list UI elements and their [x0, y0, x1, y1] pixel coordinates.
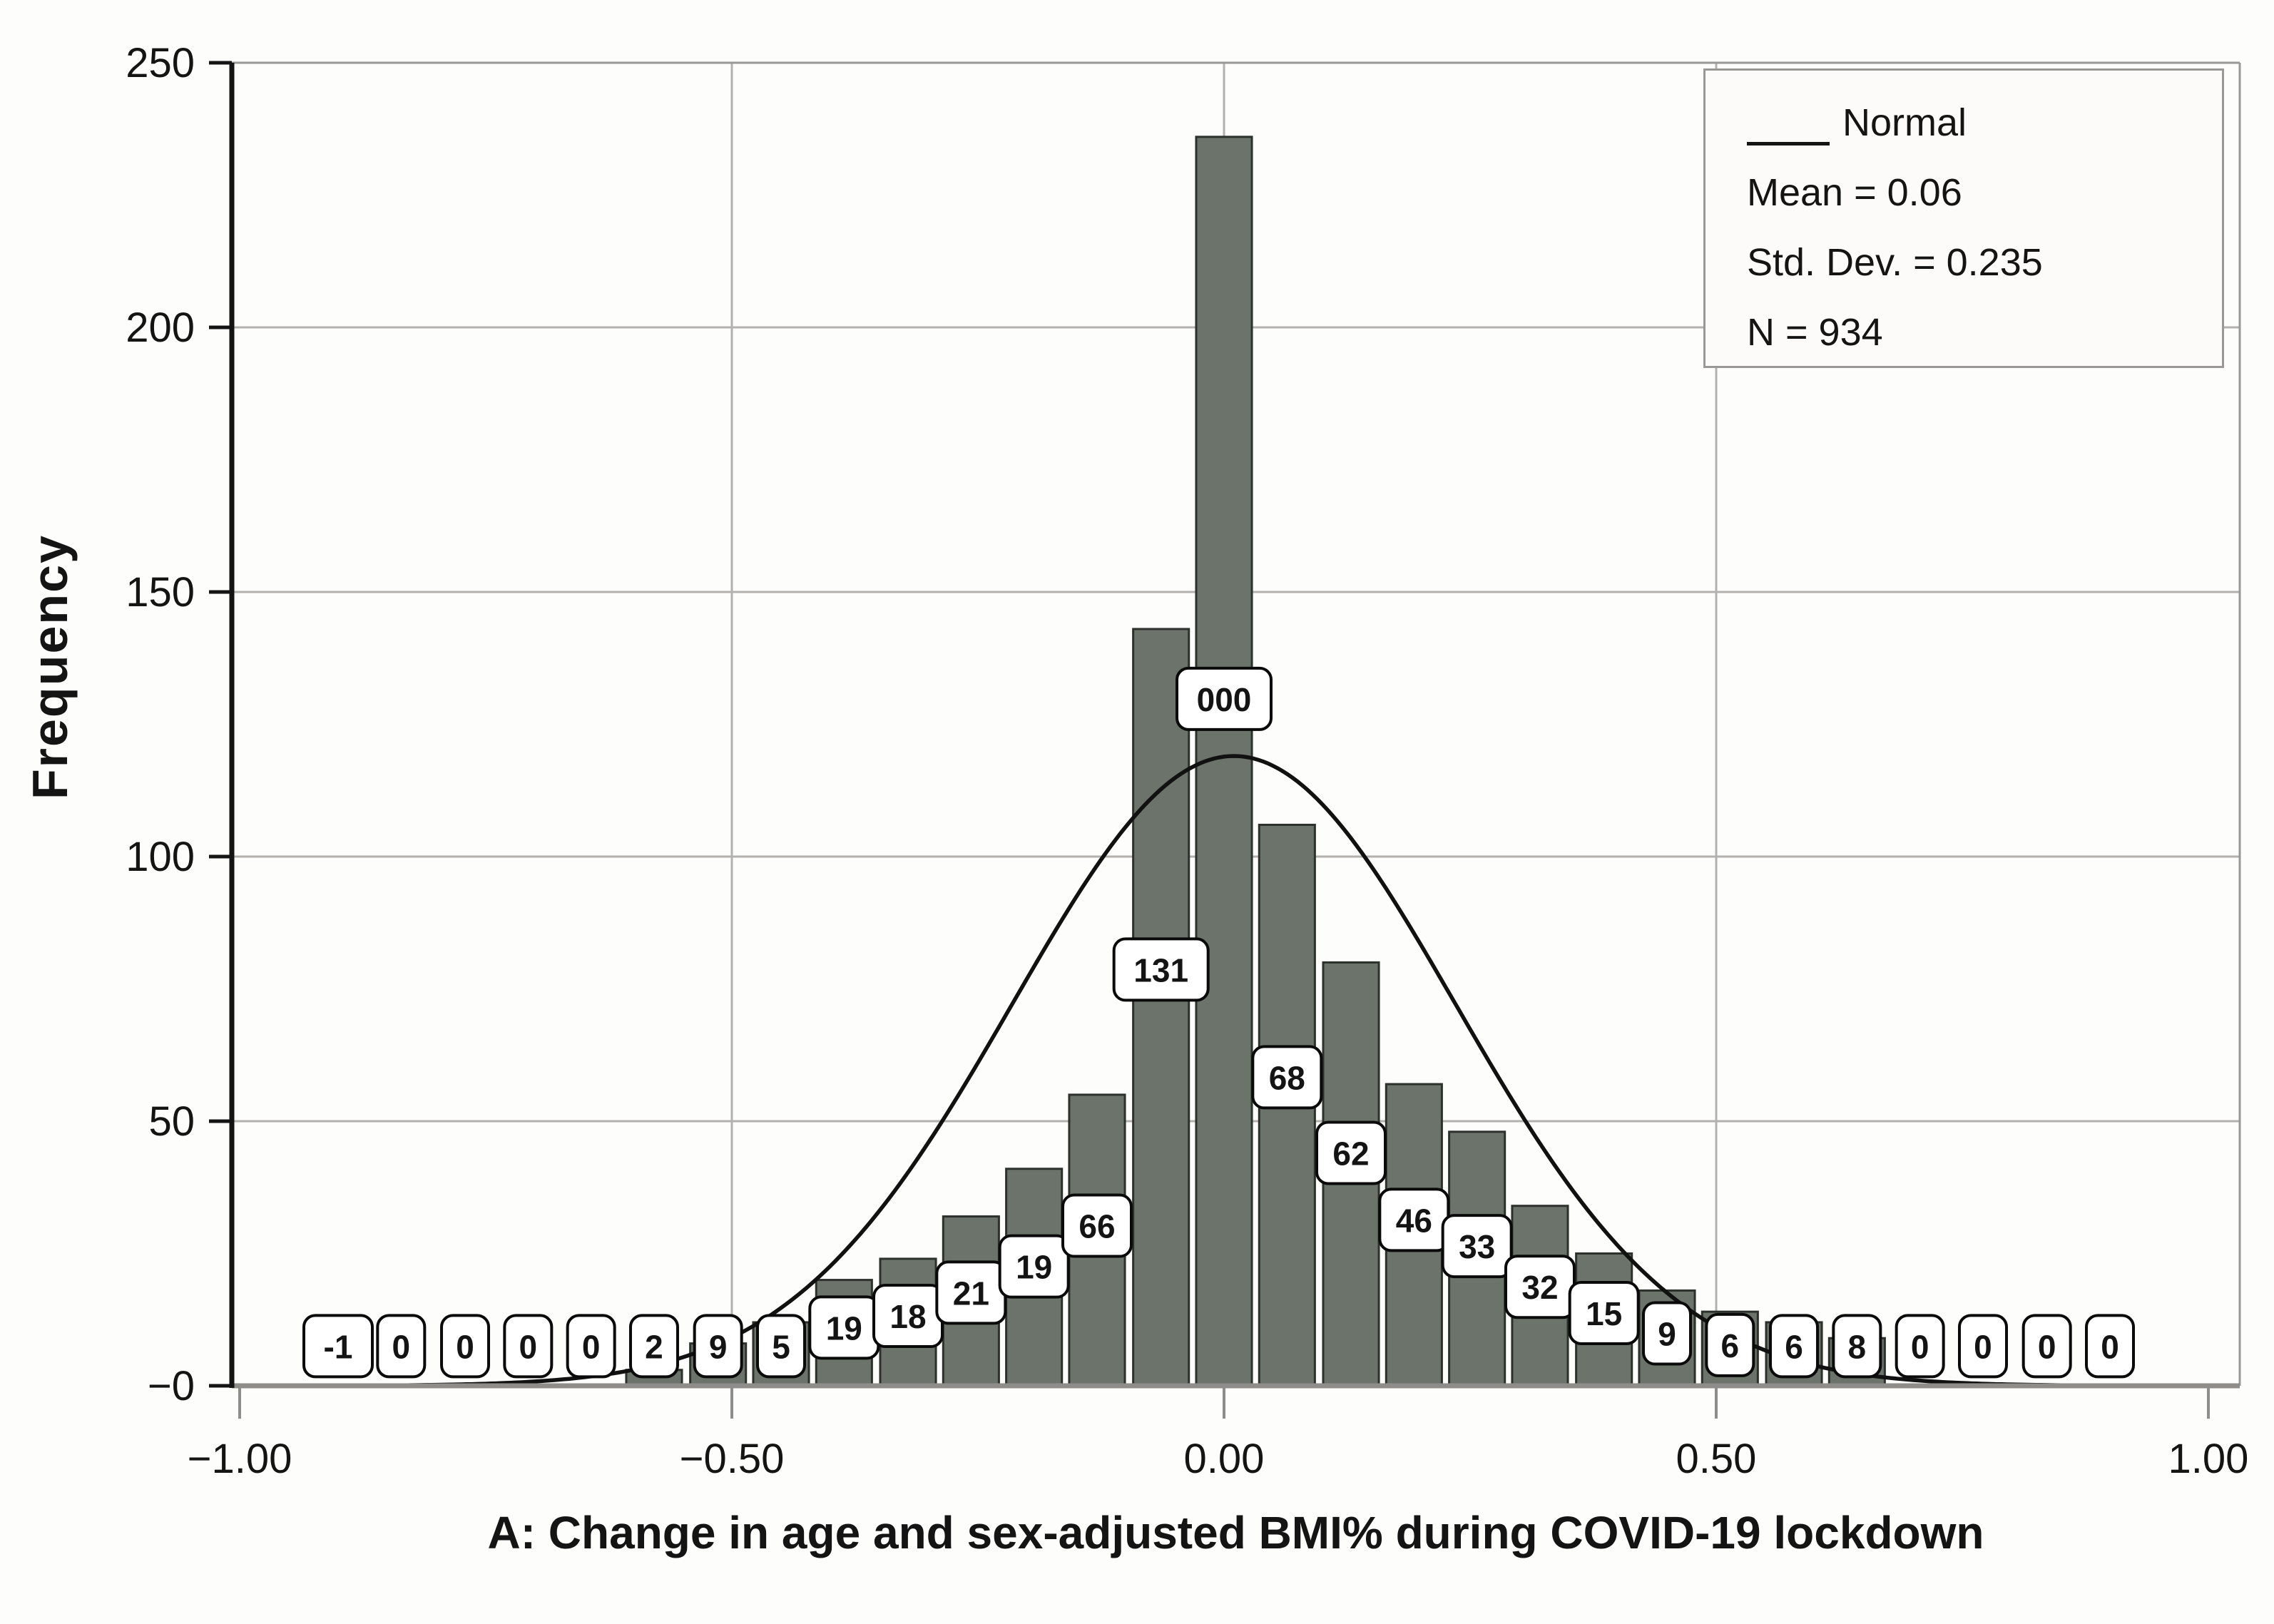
bar-label-box: [628, 1314, 679, 1379]
bar-label: 62: [1332, 1135, 1369, 1173]
bar-label: 8: [1848, 1328, 1867, 1365]
bar-label: 0: [582, 1328, 601, 1365]
x-tick-label: −1.00: [188, 1436, 292, 1482]
bar-label: 6: [1721, 1327, 1740, 1364]
bar-label: 19: [1016, 1249, 1052, 1286]
legend-normal-label: Normal: [1842, 101, 1967, 144]
bar-label-box: [998, 1234, 1070, 1299]
bar-label-box: [1957, 1314, 2008, 1379]
bar-label: 0: [2101, 1328, 2119, 1365]
y-tick-label: 100: [126, 834, 195, 880]
bar-label-box: [1441, 1214, 1513, 1279]
bar-label: 66: [1079, 1208, 1115, 1245]
bar-label-box: [1251, 1045, 1323, 1110]
bar-label: 9: [1658, 1316, 1676, 1353]
bar-label: 18: [889, 1298, 926, 1335]
bar-label: 0: [1911, 1328, 1929, 1365]
x-tick-label: 0.00: [1184, 1436, 1265, 1482]
bar-label: 68: [1269, 1059, 1305, 1096]
bar-label-box: [1832, 1314, 1882, 1379]
bar-label: 33: [1459, 1228, 1495, 1265]
normal-curve-line-sample: [1747, 142, 1830, 145]
bar-label-box: [1642, 1301, 1692, 1366]
bar-label: 0: [392, 1328, 411, 1365]
y-axis-title: Frequency: [22, 534, 78, 800]
bar-label-box: [503, 1314, 554, 1379]
normal-curve: [235, 754, 2233, 1388]
bar-label: 0: [456, 1328, 474, 1365]
bar-label: 9: [709, 1328, 728, 1365]
y-tick-label: −0: [148, 1363, 195, 1409]
bar: [1132, 628, 1190, 1387]
y-tick-label: 50: [148, 1098, 195, 1145]
legend-n-text: N = 934: [1747, 311, 1883, 354]
bar-label-box: [1895, 1314, 1945, 1379]
legend: Normal Mean = 0.06 Std. Dev. = 0.235 N =…: [1703, 68, 2224, 368]
bar-label: 6: [1785, 1328, 1803, 1365]
bar-label: 0: [1974, 1328, 1992, 1365]
bar-label-box: [693, 1314, 743, 1379]
bar-label-box: [1061, 1193, 1133, 1258]
bar-label: 32: [1521, 1269, 1558, 1306]
bar-label-box: [440, 1314, 491, 1379]
x-axis-title: A: Change in age and sex-adjusted BMI% d…: [487, 1507, 1984, 1558]
x-tick-label: 0.50: [1676, 1436, 1757, 1482]
bar-label: 15: [1586, 1295, 1622, 1332]
bar-label-box: [1176, 666, 1273, 731]
bar-label: 0: [519, 1328, 538, 1365]
bar-label: -1: [324, 1328, 353, 1365]
bar-label-box: [376, 1314, 427, 1379]
bar-label-box: [2085, 1314, 2135, 1379]
bar-label-box: [1769, 1314, 1820, 1379]
bar-label-box: [756, 1314, 806, 1379]
bar-label: 2: [645, 1328, 663, 1365]
bar-label: 19: [826, 1309, 862, 1347]
bar-label-box: [1315, 1120, 1387, 1185]
legend-stddev-text: Std. Dev. = 0.235: [1747, 241, 2043, 284]
bar-label-box: [2021, 1314, 2072, 1379]
x-tick-label: 1.00: [2168, 1436, 2249, 1482]
bar-label-box: [1705, 1312, 1755, 1377]
y-tick-label: 250: [126, 40, 195, 86]
bar-label: 46: [1396, 1202, 1432, 1239]
legend-mean-text: Mean = 0.06: [1747, 171, 1962, 214]
bar-label: 131: [1133, 951, 1188, 989]
bar-label: 0: [2038, 1328, 2056, 1365]
bar-label-box: [302, 1314, 374, 1379]
y-tick-label: 150: [126, 569, 195, 616]
bar-label: 000: [1197, 681, 1252, 718]
bar-label-box: [566, 1314, 616, 1379]
bar-label: 21: [953, 1275, 989, 1312]
bar-label: 5: [772, 1328, 790, 1365]
y-tick-label: 200: [126, 305, 195, 351]
bar-label-box: [1568, 1280, 1640, 1345]
x-tick-label: −0.50: [680, 1436, 785, 1482]
bar-label-box: [1112, 937, 1210, 1002]
